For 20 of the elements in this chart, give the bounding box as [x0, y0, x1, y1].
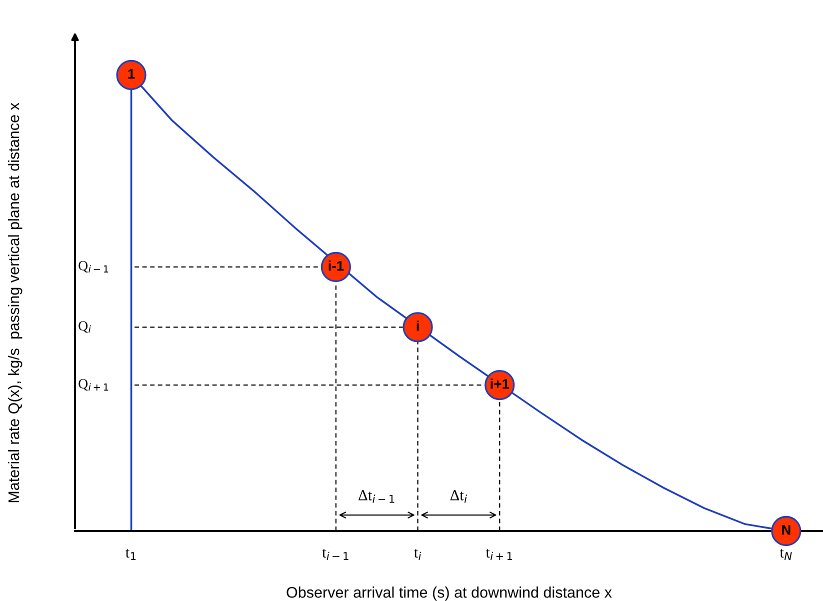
- annotation: Q$_{i+1}$: [78, 379, 108, 391]
- annotation: Q$_{i}$: [78, 321, 91, 333]
- x-tick-label: t$_{N}$: [780, 548, 792, 560]
- x-tick-label: t$_{i+1}$: [486, 548, 512, 560]
- x-axis-title: Observer arrival time (s) at downwind distance x: [286, 586, 612, 601]
- point: [116, 60, 146, 90]
- point: [771, 516, 802, 546]
- annotation: i+1: [490, 378, 510, 389]
- annotation: i-1: [328, 260, 344, 271]
- x-tick-label: t$_{i−1}$: [322, 548, 348, 560]
- x-tick-label: t$_{1}$: [126, 548, 136, 560]
- annotation: Q$_{i−1}$: [78, 261, 108, 272]
- annotation: Δt$_{i−1}$: [358, 490, 394, 503]
- y-axis-title: Material rate Q(x), kg/s passing vertical plane at distance x: [8, 102, 22, 502]
- annotation: 1: [128, 69, 135, 79]
- x-tick-label: t$_{i}$: [414, 548, 422, 560]
- point: [402, 312, 433, 342]
- annotation: Δt$_{i}$: [450, 490, 467, 503]
- annotation: N: [782, 525, 790, 535]
- annotation: i: [416, 320, 419, 331]
